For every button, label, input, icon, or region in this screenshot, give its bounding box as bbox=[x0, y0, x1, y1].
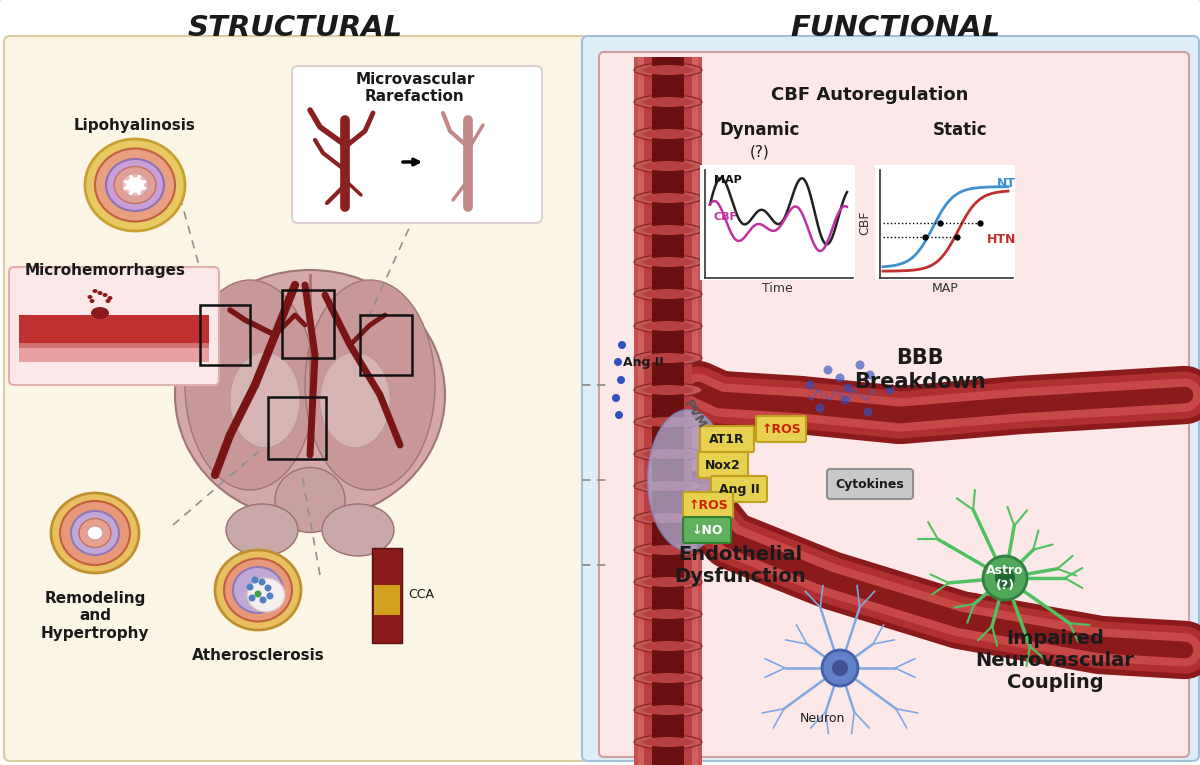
Ellipse shape bbox=[233, 567, 283, 613]
Text: CBF Autoregulation: CBF Autoregulation bbox=[772, 86, 968, 104]
FancyBboxPatch shape bbox=[599, 52, 1189, 757]
Ellipse shape bbox=[305, 280, 436, 490]
Ellipse shape bbox=[634, 191, 702, 205]
Bar bbox=[634, 57, 702, 765]
Text: Atherosclerosis: Atherosclerosis bbox=[192, 648, 324, 663]
Circle shape bbox=[856, 360, 864, 369]
Text: CBF: CBF bbox=[858, 210, 871, 235]
Text: Cytokines: Cytokines bbox=[835, 477, 905, 490]
Ellipse shape bbox=[634, 479, 702, 493]
Ellipse shape bbox=[226, 504, 298, 556]
Ellipse shape bbox=[215, 550, 301, 630]
Ellipse shape bbox=[643, 353, 694, 363]
Ellipse shape bbox=[648, 410, 728, 550]
FancyBboxPatch shape bbox=[4, 36, 588, 761]
Ellipse shape bbox=[643, 545, 694, 555]
Circle shape bbox=[886, 386, 894, 395]
Bar bbox=[268, 397, 326, 459]
Bar bbox=[200, 305, 250, 365]
Circle shape bbox=[264, 584, 271, 591]
Text: Lipohyalinosis: Lipohyalinosis bbox=[74, 118, 196, 132]
Text: AT1R: AT1R bbox=[709, 432, 745, 445]
Ellipse shape bbox=[320, 353, 390, 448]
Ellipse shape bbox=[634, 319, 702, 333]
Circle shape bbox=[614, 358, 622, 366]
Ellipse shape bbox=[634, 735, 702, 749]
Ellipse shape bbox=[634, 511, 702, 525]
Ellipse shape bbox=[106, 159, 164, 211]
Ellipse shape bbox=[95, 148, 175, 222]
Ellipse shape bbox=[634, 63, 702, 77]
Ellipse shape bbox=[634, 127, 702, 141]
Circle shape bbox=[248, 594, 256, 601]
Ellipse shape bbox=[643, 609, 694, 619]
Ellipse shape bbox=[634, 639, 702, 653]
FancyBboxPatch shape bbox=[582, 36, 1199, 761]
Ellipse shape bbox=[643, 289, 694, 299]
FancyBboxPatch shape bbox=[698, 452, 748, 478]
Ellipse shape bbox=[185, 280, 314, 490]
Ellipse shape bbox=[634, 415, 702, 429]
Text: BBB
Breakdown: BBB Breakdown bbox=[854, 348, 986, 392]
FancyBboxPatch shape bbox=[700, 426, 754, 452]
Ellipse shape bbox=[643, 417, 694, 427]
Circle shape bbox=[983, 556, 1027, 600]
Circle shape bbox=[822, 650, 858, 686]
Ellipse shape bbox=[643, 705, 694, 715]
Text: CCA: CCA bbox=[408, 588, 434, 601]
Ellipse shape bbox=[634, 703, 702, 717]
Bar bbox=[372, 548, 402, 643]
Text: Endothelial
Dysfunction: Endothelial Dysfunction bbox=[674, 545, 806, 585]
Text: STRUCTURAL: STRUCTURAL bbox=[187, 14, 402, 42]
Ellipse shape bbox=[90, 299, 95, 303]
Ellipse shape bbox=[643, 737, 694, 747]
Circle shape bbox=[246, 584, 253, 591]
Bar bbox=[19, 315, 209, 343]
Ellipse shape bbox=[643, 129, 694, 139]
Text: Nox2: Nox2 bbox=[706, 458, 740, 471]
Bar bbox=[652, 57, 684, 765]
Ellipse shape bbox=[114, 167, 156, 203]
Ellipse shape bbox=[60, 501, 130, 565]
Bar bbox=[374, 585, 400, 615]
Ellipse shape bbox=[643, 673, 694, 683]
Text: Astro
(?): Astro (?) bbox=[986, 564, 1024, 592]
Bar bbox=[19, 346, 209, 362]
Bar bbox=[638, 57, 698, 765]
Ellipse shape bbox=[275, 467, 346, 532]
Ellipse shape bbox=[322, 504, 394, 556]
Text: Remodeling
and
Hypertrophy: Remodeling and Hypertrophy bbox=[41, 591, 149, 641]
Text: Time: Time bbox=[762, 282, 793, 295]
Circle shape bbox=[266, 593, 274, 600]
Bar bbox=[644, 57, 692, 765]
Circle shape bbox=[864, 408, 872, 416]
Circle shape bbox=[612, 394, 620, 402]
Ellipse shape bbox=[140, 175, 146, 181]
Circle shape bbox=[259, 597, 266, 604]
Ellipse shape bbox=[124, 175, 130, 181]
Text: Ang II: Ang II bbox=[719, 483, 760, 496]
FancyBboxPatch shape bbox=[756, 416, 806, 442]
Text: (?): (?) bbox=[750, 145, 770, 159]
Circle shape bbox=[254, 591, 262, 597]
Ellipse shape bbox=[634, 351, 702, 365]
Bar bbox=[875, 165, 1015, 280]
Ellipse shape bbox=[634, 447, 702, 461]
Text: Impaired
Neurovascular
Coupling: Impaired Neurovascular Coupling bbox=[976, 629, 1134, 692]
Circle shape bbox=[835, 373, 845, 382]
Text: ↓NO: ↓NO bbox=[691, 523, 722, 536]
Ellipse shape bbox=[120, 183, 126, 187]
Text: Dynamic: Dynamic bbox=[720, 121, 800, 139]
Ellipse shape bbox=[643, 161, 694, 171]
Ellipse shape bbox=[643, 321, 694, 331]
Ellipse shape bbox=[643, 513, 694, 523]
Ellipse shape bbox=[643, 257, 694, 267]
Ellipse shape bbox=[85, 139, 185, 231]
FancyBboxPatch shape bbox=[683, 492, 733, 518]
Circle shape bbox=[618, 341, 626, 349]
Ellipse shape bbox=[102, 293, 108, 297]
Text: ↑ROS: ↑ROS bbox=[688, 499, 728, 512]
FancyBboxPatch shape bbox=[292, 66, 542, 223]
Ellipse shape bbox=[634, 95, 702, 109]
